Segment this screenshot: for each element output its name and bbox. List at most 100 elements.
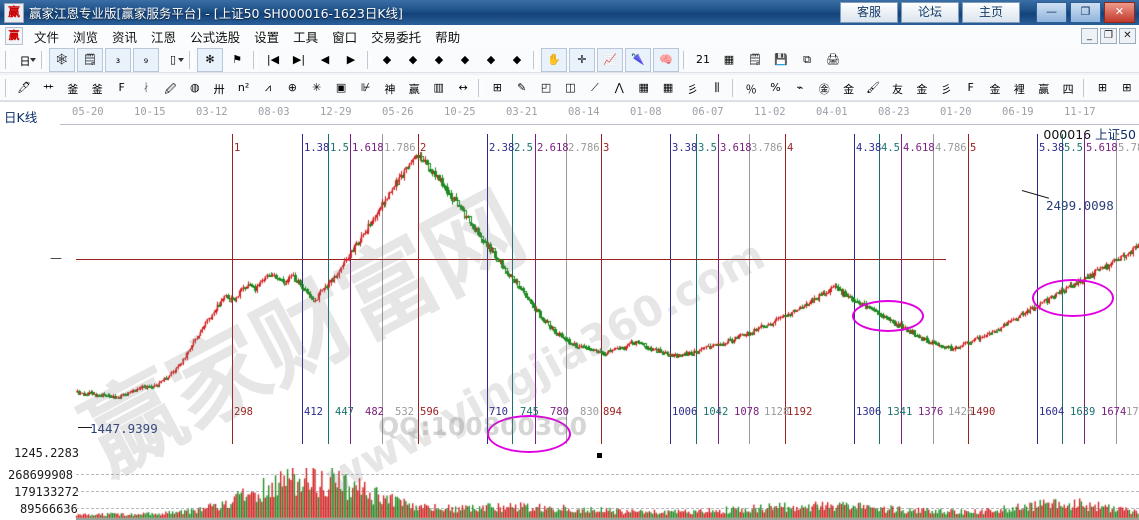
menu-item-settings[interactable]: 设置 [254, 29, 280, 45]
chevron-down-icon[interactable] [30, 57, 36, 62]
calendar-button[interactable]: 21 [691, 49, 715, 71]
volume-canvas[interactable] [0, 468, 1139, 520]
angle-tool[interactable]: ⩘ [257, 77, 279, 99]
overlay-button[interactable]: 🕸 [49, 47, 75, 72]
layout1-button[interactable]: ⊞ [1091, 77, 1113, 99]
fan-small-tool[interactable]: 彡 [935, 77, 957, 99]
gold-fan-tool[interactable]: 金 [984, 77, 1006, 99]
table-button[interactable]: ▦ [717, 49, 741, 71]
pen-line-tool[interactable]: 🖉 [159, 77, 181, 99]
price-plot[interactable]: 11.381.51.6181.78622.382.52.6182.78633.3… [0, 134, 1139, 453]
box-tool[interactable]: ▣ [330, 77, 352, 99]
diamond-left-button[interactable]: ◆ [375, 49, 399, 71]
gold-grid-tool[interactable]: 釜 [62, 77, 84, 99]
gold-line-tool[interactable]: 金 [837, 77, 859, 99]
mdi-close-button[interactable]: ✕ [1119, 28, 1136, 44]
last-page-button[interactable]: ▶| [287, 49, 311, 71]
prev-button[interactable]: ◀ [313, 49, 337, 71]
diamond-right-button[interactable]: ◆ [401, 49, 425, 71]
menu-item-help[interactable]: 帮助 [435, 29, 461, 45]
hand-pan-tool[interactable]: ✋ [541, 47, 567, 72]
fan-red-tool[interactable]: ✎ [511, 77, 533, 99]
next-button[interactable]: ▶ [339, 49, 363, 71]
print-button[interactable]: 🖨 [821, 49, 845, 71]
ying-tool[interactable]: 赢 [403, 77, 425, 99]
menu-item-gann[interactable]: 江恩 [151, 29, 177, 45]
save-button[interactable]: 💾 [769, 49, 793, 71]
draw-line-tool[interactable]: 📈 [597, 47, 623, 72]
four-fan-tool[interactable]: 四 [1057, 77, 1079, 99]
period-day-button[interactable]: 日 [13, 49, 37, 71]
gann-fan-tool[interactable]: 🌂 [625, 47, 651, 72]
grid-h-tool[interactable]: 艹 [37, 77, 59, 99]
menu-item-file[interactable]: 文件 [34, 29, 60, 45]
ying-fan-tool[interactable]: 赢 [1033, 77, 1055, 99]
diamond-small-button[interactable]: ◆ [479, 49, 503, 71]
slope-tool[interactable]: ⟋ [584, 77, 606, 99]
diamond-both-button[interactable]: ◆ [427, 49, 451, 71]
li-fan-tool[interactable]: 裡 [1008, 77, 1030, 99]
friend-tool[interactable]: 友 [886, 77, 908, 99]
spiral-tool[interactable]: ᛅ [135, 77, 157, 99]
mesh-tool[interactable]: ▦ [632, 77, 654, 99]
crosshair-tool[interactable]: ✛ [569, 47, 595, 72]
grid-tool[interactable]: 卅 [208, 77, 230, 99]
customer-service-button[interactable]: 客服 [840, 2, 898, 23]
mdi-restore-button[interactable]: ❐ [1100, 28, 1117, 44]
candlestick-canvas[interactable] [0, 134, 1139, 444]
mdi-minimize-button[interactable]: _ [1081, 28, 1098, 44]
volume-panel[interactable]: 268699908 179133272 89566636 [0, 468, 1139, 520]
fan-lines-tool[interactable]: 彡 [681, 77, 703, 99]
box-fan-tool[interactable]: ◰ [535, 77, 557, 99]
minimize-button[interactable]: — [1036, 2, 1067, 23]
circle-grid-tool[interactable]: ◍ [184, 77, 206, 99]
menu-item-browse[interactable]: 浏览 [73, 29, 99, 45]
ruler-tool[interactable]: ▥ [428, 77, 450, 99]
target-tool[interactable]: ⊕ [281, 77, 303, 99]
close-button[interactable]: ✕ [1104, 2, 1135, 23]
star-target-tool[interactable]: ✳ [306, 77, 328, 99]
gold-circle-tool[interactable]: ㊎ [813, 77, 835, 99]
menu-item-formula-screen[interactable]: 公式选股 [190, 29, 241, 45]
diamond-center-button[interactable]: ◆ [453, 49, 477, 71]
list-button[interactable]: 🗒 [743, 49, 767, 71]
column-button[interactable]: ▯ [161, 49, 185, 71]
percent-fan-tool[interactable]: ％ [740, 77, 762, 99]
table-frame-tool[interactable]: ⊞ [486, 77, 508, 99]
menu-item-news[interactable]: 资讯 [112, 29, 138, 45]
percent-tool[interactable]: % [764, 77, 786, 99]
flag-button[interactable]: ⚑ [225, 49, 249, 71]
f-grid-tool[interactable]: F [110, 77, 132, 99]
forum-button[interactable]: 论坛 [901, 2, 959, 23]
indicator3-button[interactable]: ₃ [105, 47, 131, 72]
shen-tool[interactable]: 神 [379, 77, 401, 99]
arrow-span-tool[interactable]: ↔ [452, 77, 474, 99]
menu-item-window[interactable]: 窗口 [332, 29, 358, 45]
report-button[interactable]: 🗒 [77, 47, 103, 72]
menu-item-tools[interactable]: 工具 [293, 29, 319, 45]
chart-panel[interactable]: 日K线 05-20 10-15 03-12 08-03 12-29 05-26 10-25 0… [0, 101, 1139, 520]
copy-button[interactable]: ⧉ [795, 49, 819, 71]
f-fan-tool[interactable]: F [959, 77, 981, 99]
mesh2-tool[interactable]: ▦ [657, 77, 679, 99]
percent-line-tool[interactable]: ⌁ [789, 77, 811, 99]
zigzag-tool[interactable]: ⋀ [608, 77, 630, 99]
pen-tool[interactable]: 🖊 [13, 77, 35, 99]
layout2-button[interactable]: ⊞ [1116, 77, 1138, 99]
gold2-tool[interactable]: 金 [911, 77, 933, 99]
first-page-button[interactable]: |◀ [261, 49, 285, 71]
brain-tool[interactable]: 🧠 [653, 47, 679, 72]
menu-item-trade[interactable]: 交易委托 [371, 29, 422, 45]
diamond-wide-button[interactable]: ◆ [505, 49, 529, 71]
homepage-button[interactable]: 主页 [962, 2, 1020, 23]
square-n2-tool[interactable]: n² [232, 77, 254, 99]
bar-tool[interactable]: ⊮ [354, 77, 376, 99]
indicator9-button[interactable]: ₉ [133, 47, 159, 72]
gann-web-button[interactable]: ✻ [197, 47, 223, 72]
bar-chart-tool[interactable]: ⫼ [706, 77, 728, 99]
chevron-down-icon[interactable] [178, 57, 184, 62]
grid-fan-tool[interactable]: ◫ [559, 77, 581, 99]
maximize-button[interactable]: ❐ [1070, 2, 1101, 23]
gold-grid2-tool[interactable]: 釜 [86, 77, 108, 99]
pen-red-tool[interactable]: 🖌 [862, 77, 884, 99]
